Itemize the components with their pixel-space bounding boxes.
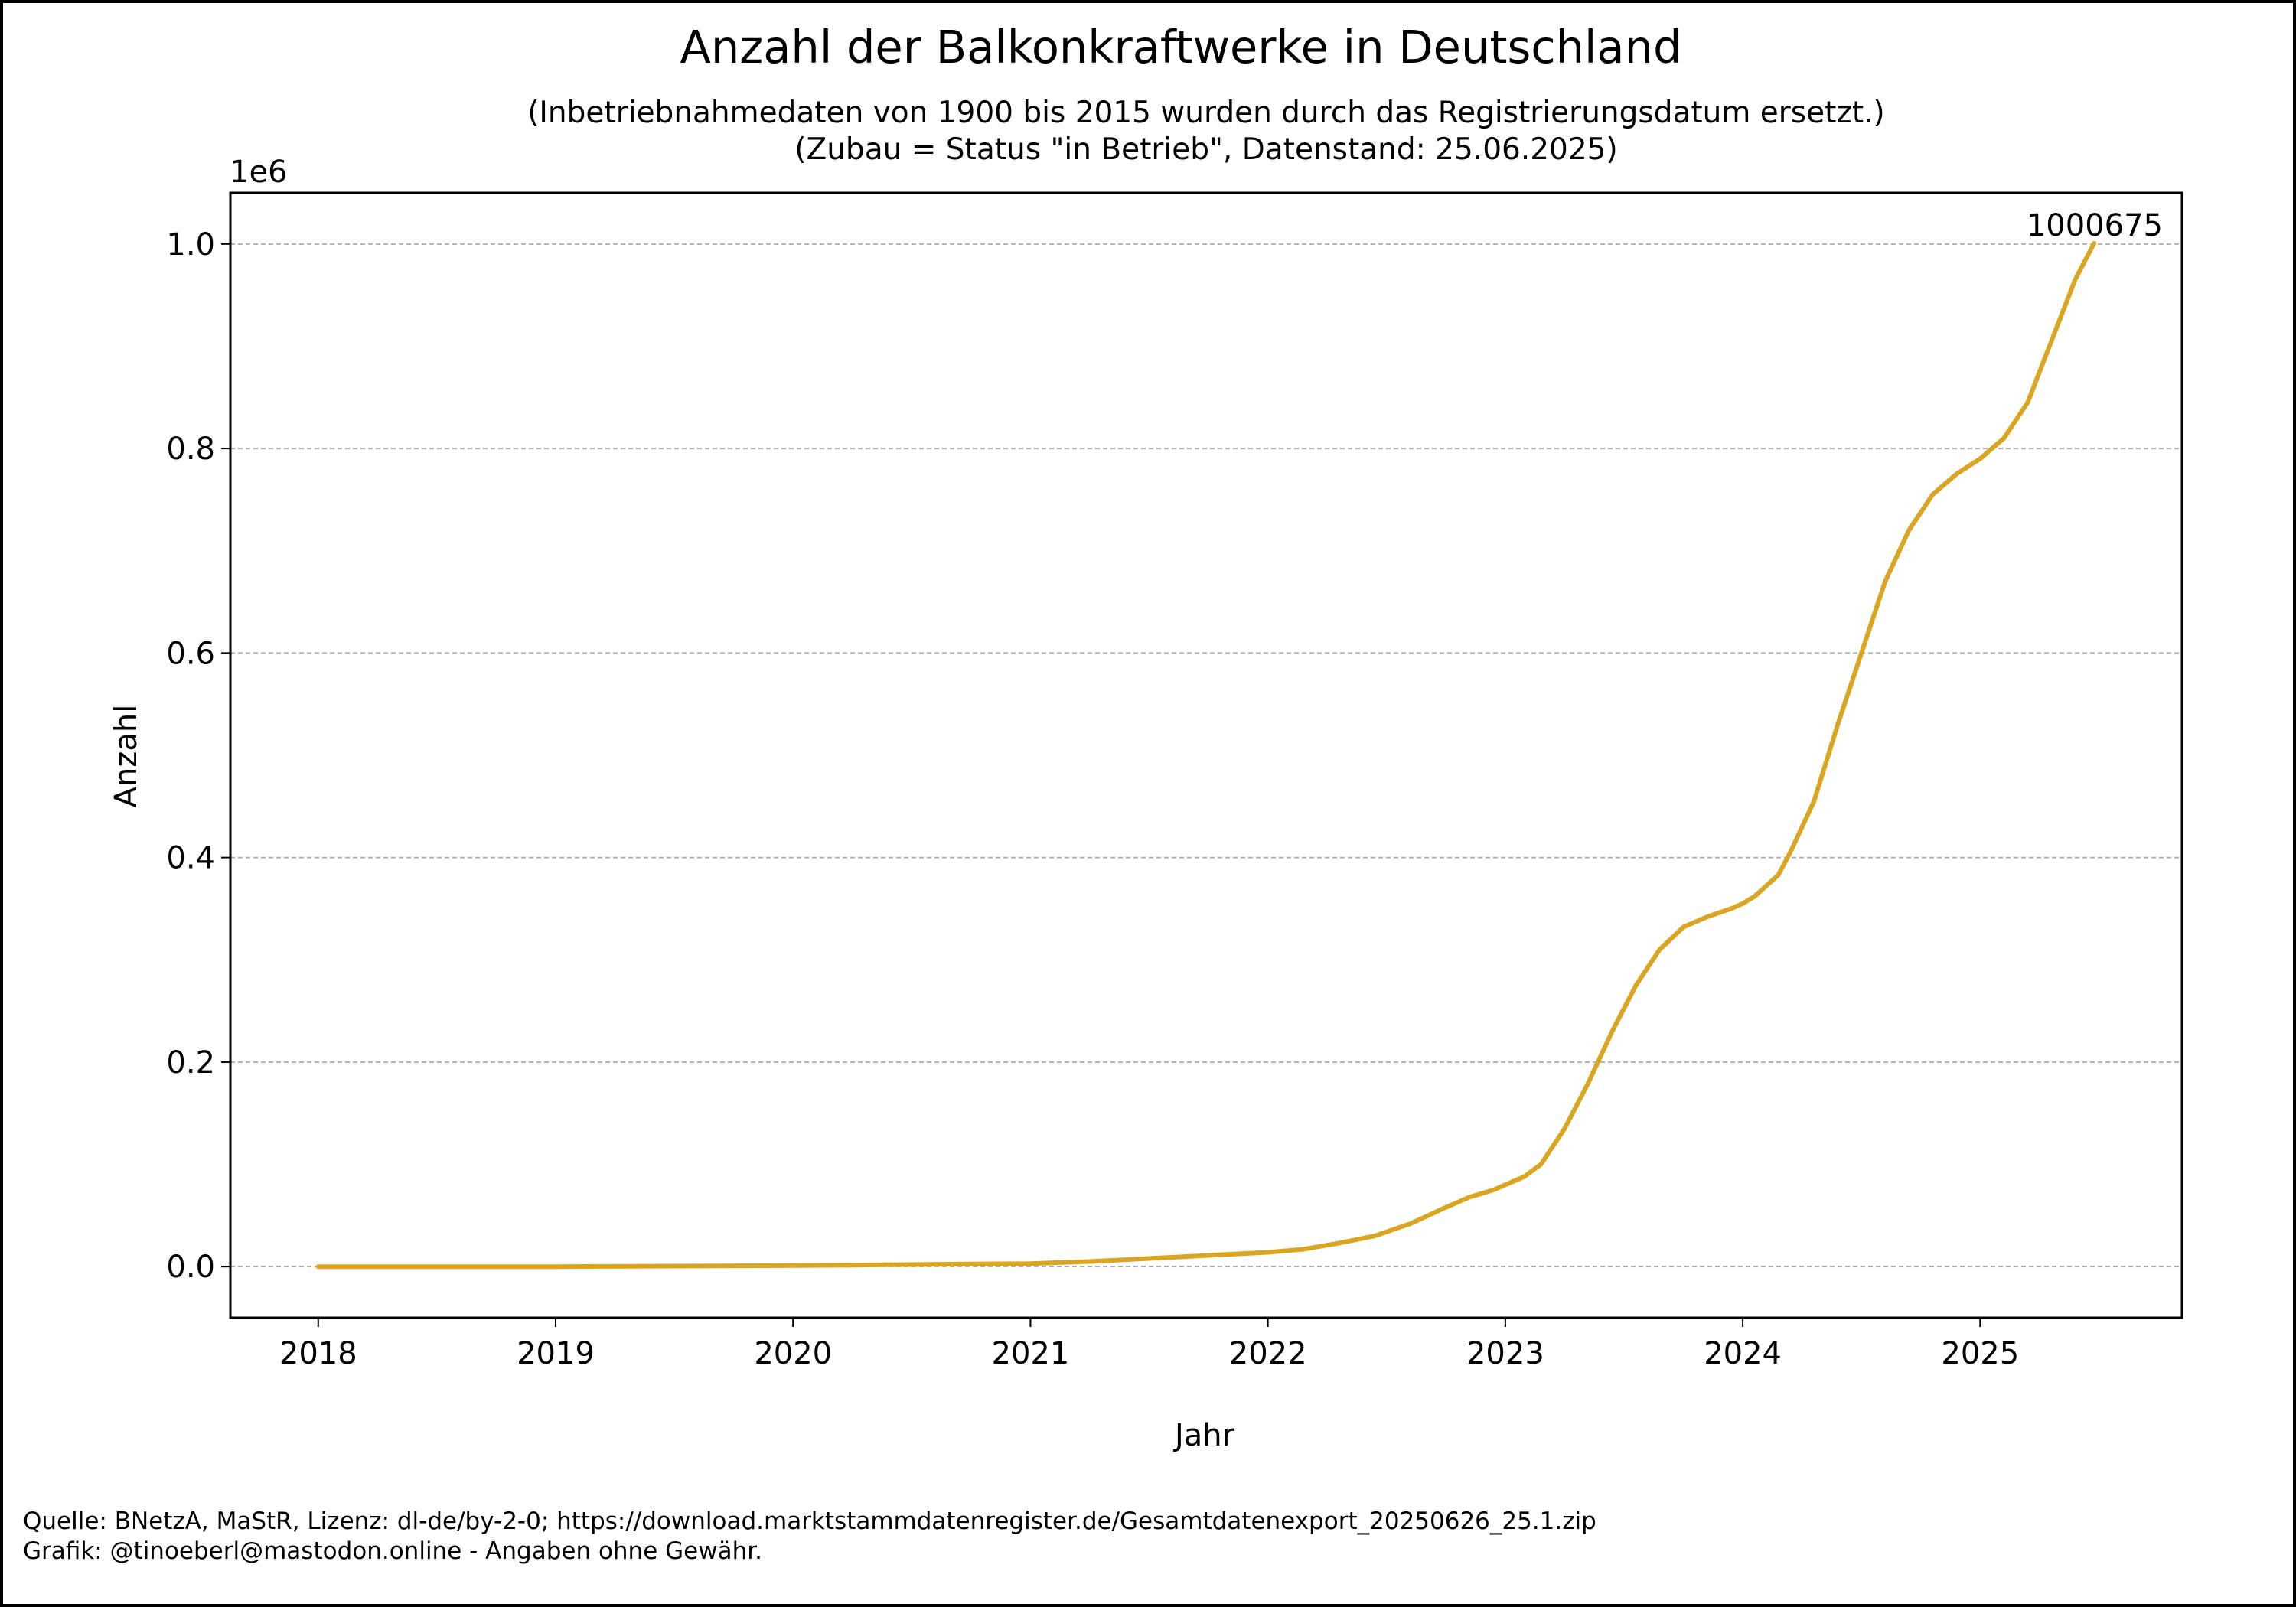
footer-source: Quelle: BNetzA, MaStR, Lizenz: dl-de/by-… [23, 1508, 1596, 1535]
series-end-value-label: 1000675 [2027, 208, 2163, 243]
y-tick-label: 0.4 [166, 841, 215, 876]
series-line [315, 240, 2097, 1270]
y-tick-label: 0.0 [166, 1250, 215, 1285]
x-tick-label: 2018 [279, 1336, 357, 1371]
x-axis-label: Jahr [1172, 1418, 1235, 1453]
y-axis-offset-label: 1e6 [230, 155, 288, 190]
x-tick-label: 2020 [754, 1336, 832, 1371]
x-tick-label: 2022 [1229, 1336, 1307, 1371]
x-tick-label: 2019 [517, 1336, 595, 1371]
x-tick-label: 2025 [1941, 1336, 2019, 1371]
y-axis-label: Anzahl [109, 705, 144, 808]
y-tick-label: 1.0 [166, 227, 215, 262]
y-tick-label: 0.2 [166, 1045, 215, 1081]
y-tick-label: 0.6 [166, 636, 215, 671]
chart-subtitle-line-1: (Inbetriebnahmedaten von 1900 bis 2015 w… [527, 96, 1885, 130]
x-tick-label: 2021 [992, 1336, 1070, 1371]
x-tick-label: 2023 [1466, 1336, 1544, 1371]
axis-ticks: 0.0 0.2 0.4 0.6 0.8 1.0 2018 2019 2020 2021 2022 20… [166, 227, 2019, 1371]
gridlines [230, 243, 2182, 1268]
plot-area [229, 191, 2183, 1319]
x-tick-label: 2024 [1704, 1336, 1782, 1371]
y-tick-label: 0.8 [166, 432, 215, 467]
footer-credit: Grafik: @tinoeberl@mastodon.online - Ang… [23, 1537, 762, 1565]
chart-title: Anzahl der Balkonkraftwerke in Deutschla… [680, 21, 1682, 73]
chart-subtitle-line-2: (Zubau = Status "in Betrieb", Datenstand… [794, 132, 1617, 167]
series-layer [315, 240, 2097, 1270]
